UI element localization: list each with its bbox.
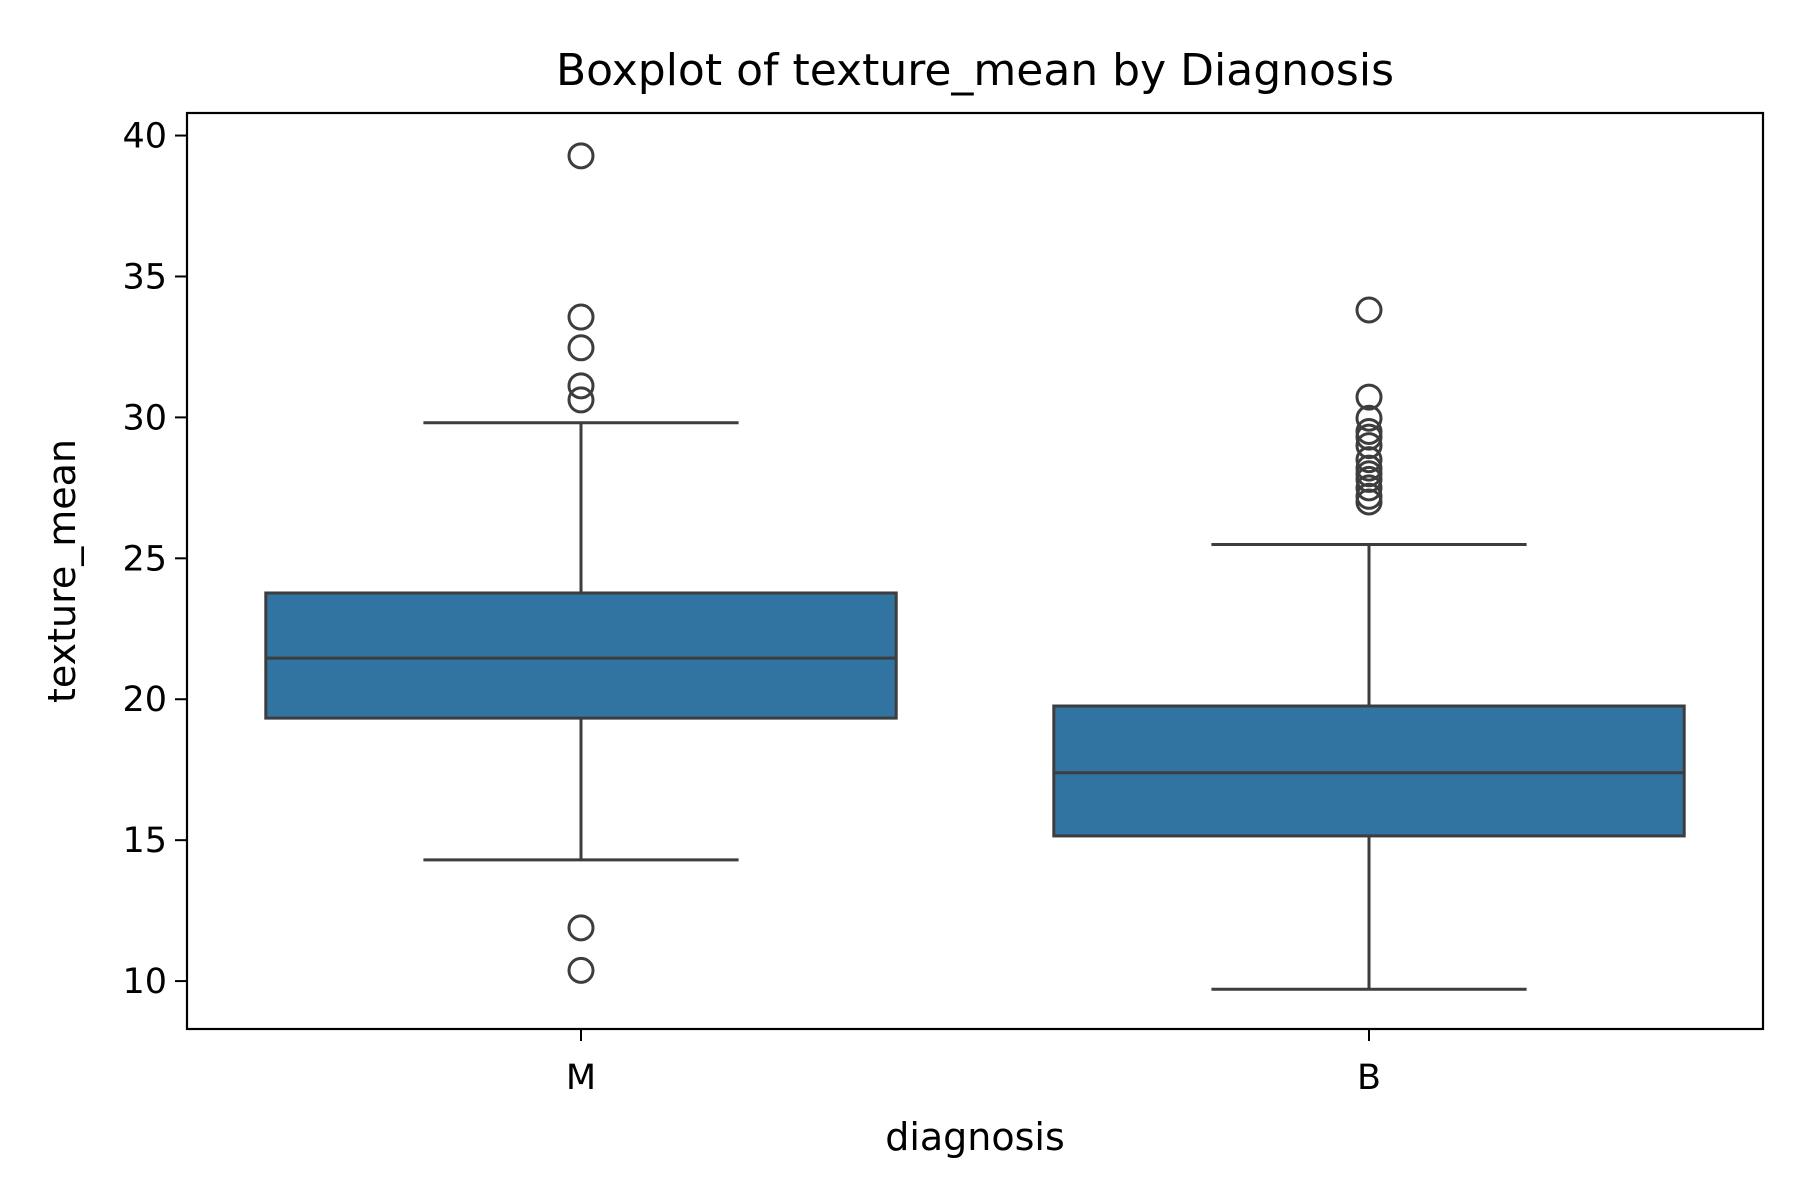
x-tick-label-B: B — [1357, 1058, 1381, 1098]
y-axis: 10 15 20 25 30 35 40 — [122, 117, 187, 1002]
outlier-point — [1355, 404, 1383, 432]
y-tick-label: 10 — [122, 962, 167, 1002]
plot-frame — [185, 111, 1765, 1031]
outlier-point — [567, 956, 595, 984]
box-group-B — [1052, 296, 1686, 991]
x-tick-label-M: M — [566, 1058, 596, 1098]
chart-title: Boxplot of texture_mean by Diagnosis — [556, 45, 1394, 96]
outlier-point — [567, 386, 595, 414]
outlier-point — [1355, 417, 1383, 445]
outlier-point — [1355, 432, 1383, 460]
outlier-point — [567, 372, 595, 400]
box-iqr — [264, 591, 898, 720]
y-tick-label: 20 — [122, 680, 167, 720]
y-tick-label: 25 — [122, 539, 167, 579]
x-axis-label: diagnosis — [885, 1115, 1065, 1159]
outlier-point — [567, 303, 595, 331]
outlier-point — [1355, 383, 1383, 411]
y-axis-label: texture_mean — [40, 439, 84, 703]
y-tick-label: 40 — [122, 117, 167, 157]
outlier-point — [1355, 460, 1383, 488]
outlier-point — [567, 914, 595, 942]
y-tick-label: 35 — [122, 257, 167, 297]
outlier-point — [1355, 296, 1383, 324]
outlier-point — [1355, 488, 1383, 516]
y-tick-label: 15 — [122, 821, 167, 861]
plot-area — [264, 142, 1686, 991]
outlier-point — [1355, 474, 1383, 502]
y-tick-label: 30 — [122, 398, 167, 438]
box-iqr — [1052, 704, 1686, 838]
outlier-point — [567, 334, 595, 362]
outlier-point — [567, 142, 595, 170]
box-group-M — [264, 142, 898, 984]
